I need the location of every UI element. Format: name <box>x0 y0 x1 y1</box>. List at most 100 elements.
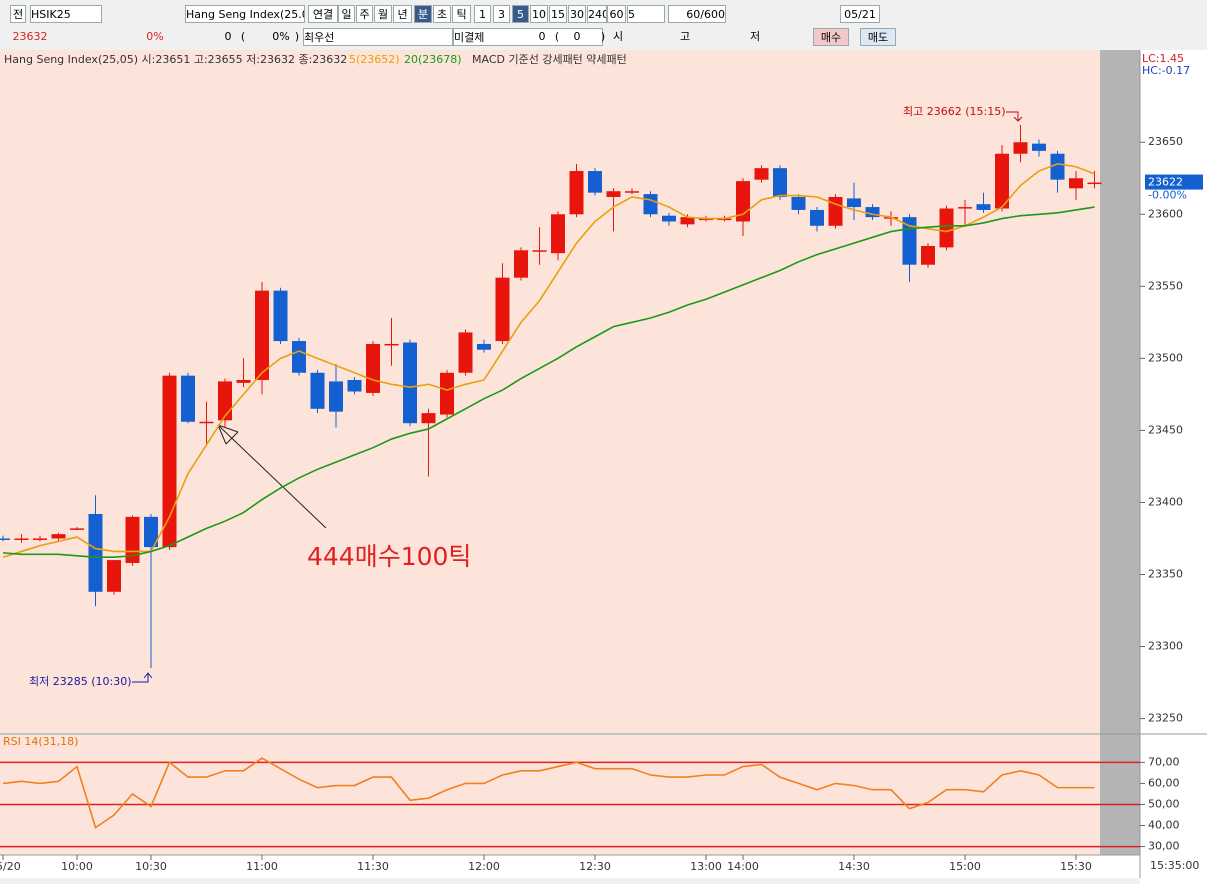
toolbar-item[interactable]: 전 <box>10 5 26 23</box>
toolbar-item[interactable]: 월 <box>374 5 392 23</box>
candle-body <box>384 343 399 346</box>
toolbar-item[interactable]: 0 <box>224 30 232 43</box>
toolbar-item[interactable]: 1 <box>474 5 491 23</box>
toolbar-item[interactable]: 일 <box>338 5 355 23</box>
candle-body <box>625 191 639 193</box>
current-price-box <box>1145 174 1203 190</box>
toolbar-item[interactable]: 10 <box>530 5 548 23</box>
current-price: 23622 <box>1148 176 1183 189</box>
toolbar-item[interactable]: 분 <box>414 5 432 23</box>
toolbar-item[interactable]: 년 <box>393 5 412 23</box>
candle-body <box>865 207 880 218</box>
toolbar-item[interactable]: 5 <box>627 5 665 23</box>
x-tick-label: 14:30 <box>838 860 870 873</box>
candle-body <box>107 560 121 592</box>
toolbar-item[interactable]: 0 <box>538 30 546 43</box>
rsi-tick-label: 50,00 <box>1148 797 1180 810</box>
toolbar-item[interactable]: 5 <box>512 5 529 23</box>
y-tick-label: 23250 <box>1148 712 1183 725</box>
high-arrow <box>1006 111 1023 122</box>
candle-body <box>255 290 269 380</box>
candle-body <box>773 168 787 197</box>
candle-body <box>514 250 528 278</box>
candle-body <box>976 204 991 210</box>
toolbar-item[interactable]: 0% <box>146 30 164 43</box>
lc-label: LC:1.45 <box>1142 52 1184 65</box>
candle-body <box>162 375 177 548</box>
rsi-tick-label: 30,00 <box>1148 840 1180 853</box>
crosshair-time: 15:35:00 <box>1150 859 1199 872</box>
low-arrow <box>132 672 153 683</box>
toolbar-item[interactable]: 0% <box>272 30 290 43</box>
candle-body <box>458 332 473 373</box>
toolbar-item[interactable]: 주 <box>356 5 373 23</box>
toolbar-item[interactable]: 고 <box>679 30 691 43</box>
toolbar-item[interactable]: 매수 <box>813 28 849 46</box>
toolbar-item[interactable]: 60/600 <box>668 5 726 23</box>
toolbar-item[interactable]: 저 <box>749 30 761 43</box>
toolbar-item[interactable]: Hang Seng Index(25.0 <box>185 5 305 23</box>
toolbar-item[interactable]: 15 <box>549 5 567 23</box>
rsi-tick-label: 60,00 <box>1148 776 1180 789</box>
header-instrument: Hang Seng Index(25,05) 시:23651 고:23655 저… <box>4 53 347 66</box>
toolbar-item[interactable]: 시 <box>612 30 624 43</box>
toolbar-item[interactable]: 23632 <box>12 30 48 43</box>
y-tick-label: 23350 <box>1148 567 1183 580</box>
candle-body <box>292 341 306 373</box>
toolbar-item[interactable]: HSIK25 <box>30 5 102 23</box>
candle-body <box>477 343 491 350</box>
candle-body <box>791 196 806 210</box>
rsi-bg <box>0 735 1100 855</box>
candle-body <box>236 379 251 383</box>
ma-line <box>2 163 1095 558</box>
candle-body <box>33 538 47 540</box>
candle-body <box>828 196 843 226</box>
toolbar-item[interactable]: 0 <box>573 30 581 43</box>
toolbar-item[interactable]: ( <box>554 30 560 43</box>
candle-body <box>199 421 214 424</box>
toolbar-item[interactable]: 연결 <box>308 5 338 23</box>
candle-body <box>329 381 343 412</box>
toolbar-item[interactable]: 최우선 <box>303 28 453 46</box>
toolbar-item[interactable]: ) <box>600 30 606 43</box>
callout-text: 444매수100틱 <box>307 542 471 571</box>
toolbar-item[interactable]: 틱 <box>452 5 471 23</box>
candle-body <box>532 250 547 252</box>
x-tick-label: 11:00 <box>246 860 278 873</box>
candle-body <box>440 372 454 415</box>
time-axis-bg <box>0 855 1140 878</box>
toolbar-item[interactable]: 초 <box>433 5 451 23</box>
candle-body <box>810 209 824 226</box>
y-tick-label: 23650 <box>1148 135 1183 148</box>
toolbar-item[interactable]: 240 <box>587 5 607 23</box>
toolbar-item[interactable]: 매도 <box>860 28 896 46</box>
candle-body <box>1032 143 1046 151</box>
toolbar-item[interactable]: 30 <box>568 5 586 23</box>
high-annotation: 최고 23662 (15:15) <box>903 105 1006 118</box>
toolbar-item[interactable]: 3 <box>493 5 510 23</box>
candle-body <box>606 191 621 197</box>
current-change: -0.00% <box>1148 189 1187 202</box>
candle-body <box>421 413 436 424</box>
candle-body <box>1069 178 1083 189</box>
rsi-title: RSI 14(31,18) <box>3 735 78 748</box>
candle-body <box>14 538 29 540</box>
y-tick-label: 23400 <box>1148 495 1183 508</box>
candle-body <box>495 277 510 342</box>
toolbar-item[interactable]: 05/21 <box>840 5 880 23</box>
candle-body <box>551 214 565 254</box>
candle-body <box>754 168 769 180</box>
candle-body <box>643 194 658 215</box>
toolbar-item[interactable]: ( <box>240 30 246 43</box>
candle-body <box>403 342 417 424</box>
candle-body <box>958 207 972 209</box>
toolbar-item[interactable]: 미결제 <box>453 28 603 46</box>
candle-body <box>273 290 288 342</box>
candle-body <box>662 215 676 222</box>
toolbar-item[interactable]: ) <box>294 30 300 43</box>
rsi-tick-label: 70,00 <box>1148 755 1180 768</box>
candle-body <box>70 528 84 530</box>
legend-ma5: 5(23652) <box>349 53 400 66</box>
toolbar-item[interactable]: 60 <box>607 5 626 23</box>
